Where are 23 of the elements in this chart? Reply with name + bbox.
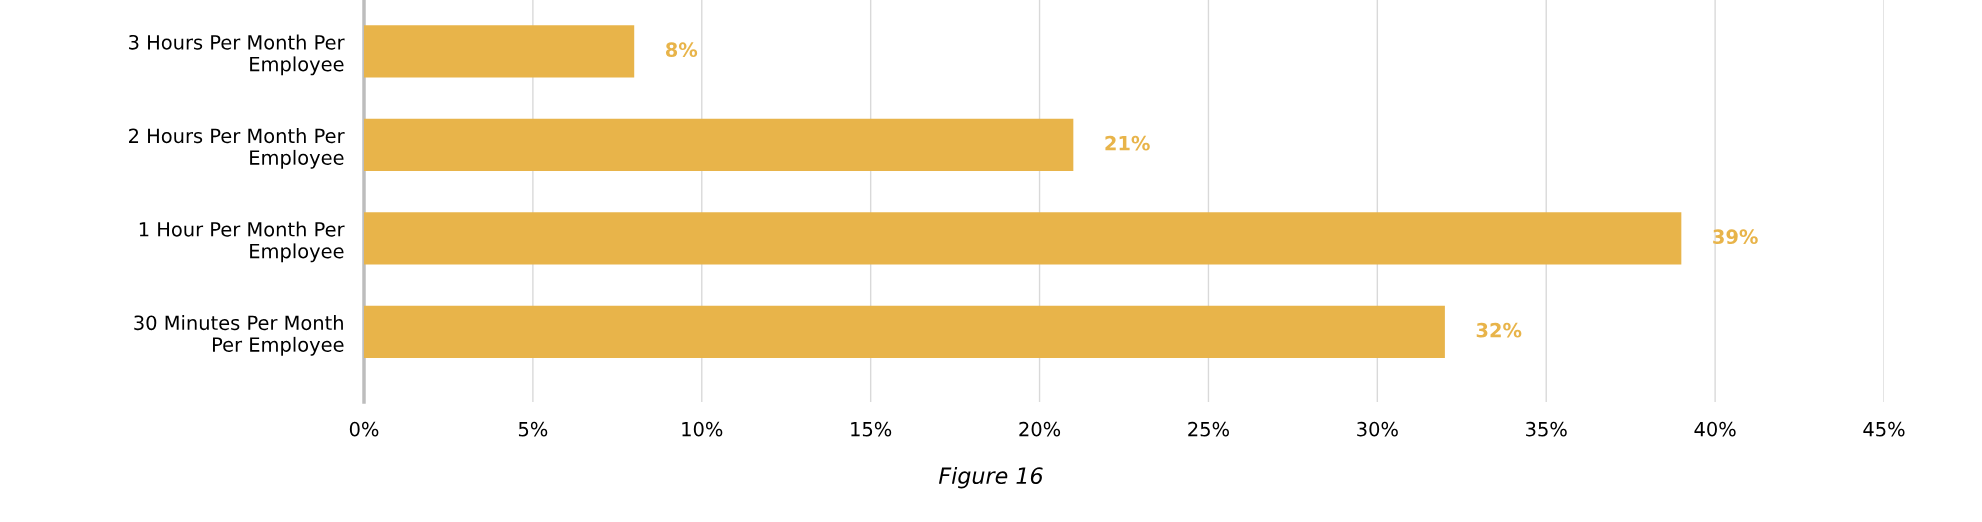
data-label: 21% xyxy=(1105,135,1150,151)
bar xyxy=(364,212,1682,265)
x-tick-label: 25% xyxy=(1188,421,1229,437)
x-tick-label: 15% xyxy=(851,421,892,437)
x-tick-label: 30% xyxy=(1357,421,1398,437)
y-tick-label: 30 Minutes Per Month Per Employee xyxy=(134,315,344,356)
caption: Figure 16 xyxy=(938,466,1043,489)
y-tick-label: 1 Hour Per Month Per Employee xyxy=(139,221,345,263)
x-tick-label: 45% xyxy=(1863,421,1905,437)
data-label: 32% xyxy=(1476,322,1522,338)
bar xyxy=(364,25,635,78)
x-tick-label: 35% xyxy=(1526,421,1567,437)
y-tick-label: 3 Hours Per Month Per Employee xyxy=(129,34,345,76)
data-label: 8% xyxy=(665,42,698,58)
bar xyxy=(364,118,1074,172)
x-tick-label: 40% xyxy=(1694,421,1736,437)
bar xyxy=(364,305,1445,359)
x-tick-label: 5% xyxy=(518,421,548,437)
y-tick-label: 2 Hours Per Month Per Employee xyxy=(129,128,345,169)
data-label: 39% xyxy=(1713,229,1758,245)
x-tick-label: 0% xyxy=(349,421,379,437)
x-tick-label: 20% xyxy=(1019,421,1061,437)
x-tick-label: 10% xyxy=(682,421,723,437)
